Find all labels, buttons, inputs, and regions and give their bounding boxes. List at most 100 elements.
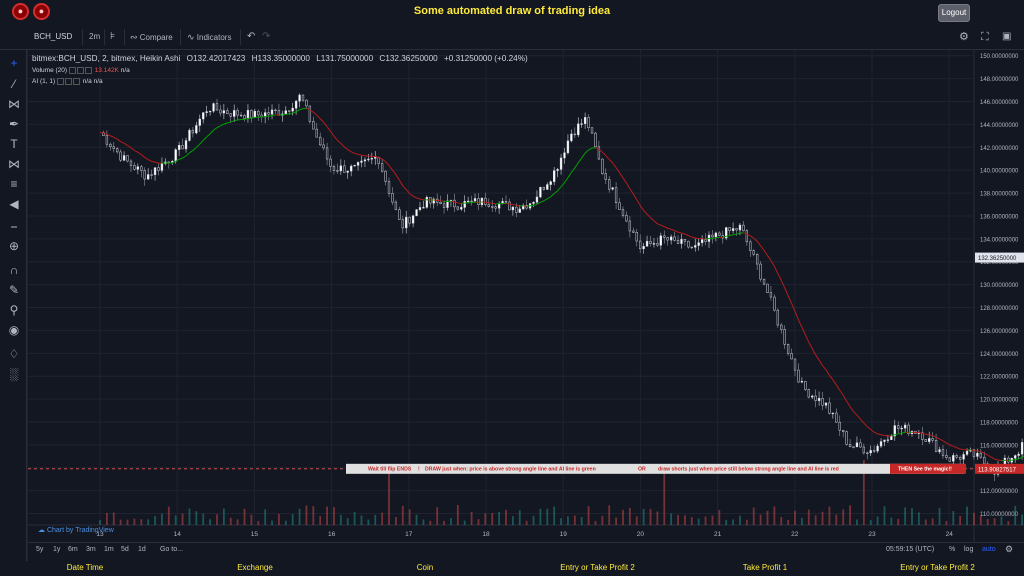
ai-line-segment [884,434,888,437]
layers-icon[interactable]: ♢ [8,347,20,361]
candle-body [350,165,353,172]
candle-body [587,117,590,128]
indicators-button[interactable]: ∿ Indicators [187,24,231,50]
close-icon[interactable] [72,78,80,85]
ai-line-segment [151,160,156,163]
candle-body [157,167,160,171]
range-1d[interactable]: 1d [138,546,146,553]
visibility-icon[interactable] [56,78,64,85]
candle-body [553,170,556,182]
pattern-tool-icon[interactable]: ⋈ [8,157,20,171]
eye-icon[interactable]: ◉ [8,323,20,337]
settings-gear-icon[interactable]: ⚙ [959,31,969,43]
legend-symbol[interactable]: bitmex:BCH_USD, 2, bitmex, Heikin Ashi [32,54,181,63]
strategy-banner [346,463,964,474]
candle-body [962,454,965,460]
volume-bar [216,514,218,525]
volume-bar [677,514,679,525]
volume-bar [298,508,301,525]
range-6m[interactable]: 6m [68,546,78,553]
range-1m[interactable]: 1m [104,546,114,553]
volume-value: 13.142K [94,67,119,75]
volume-bar [1021,514,1023,525]
candle-body [322,144,325,149]
zoom-in-icon[interactable]: ⊕ [8,239,20,253]
tradingview-watermark[interactable]: ☁ Chart by TradingView [38,526,114,534]
marker-price-tag [975,463,1024,474]
volume-bar [498,511,501,525]
ai-na-2: n/a [93,78,103,86]
volume-bar [284,520,287,525]
volume-na: n/a [120,67,130,75]
logout-button[interactable]: Logout [938,4,970,22]
candle-body [649,240,652,244]
interval-button[interactable]: 2m [89,32,101,41]
magnet-icon[interactable]: ∩ [9,263,19,277]
range-1y[interactable]: 1y [53,546,61,553]
symbol-search-button[interactable]: BCH_USD [34,32,73,41]
volume-bar [360,515,363,525]
auto-toggle[interactable]: auto [982,546,996,553]
settings-icon[interactable] [64,78,72,85]
brush-icon[interactable]: ✒ [8,117,20,131]
volume-bar [518,510,521,525]
compare-button[interactable]: ∾ Compare [130,24,173,50]
ai-line-segment [777,273,782,281]
volume-bar [532,515,535,525]
volume-bar [800,517,803,525]
ruler-icon[interactable]: ⎯ [10,219,17,233]
candle-body [842,429,845,432]
strategy-banner-cta-bg [890,463,966,474]
trash-icon[interactable]: ░ [9,367,19,381]
crosshair-icon[interactable]: + [10,56,18,70]
percent-toggle[interactable]: % [949,546,956,553]
ai-line-segment [577,157,583,163]
ai-line-segment [898,432,902,435]
candle-body [367,158,370,161]
fullscreen-icon[interactable]: ⛶ [981,31,989,43]
volume-bar [711,515,714,525]
candle-body [105,135,109,145]
ai-line-segment [863,422,868,428]
redo-icon[interactable]: ↷ [262,31,271,42]
camera-icon[interactable]: ▣ [1002,31,1012,42]
log-toggle[interactable]: log [964,546,974,553]
settings-icon[interactable] [76,67,84,74]
ai-line-segment [395,174,400,181]
ai-line-segment [825,369,830,376]
col-entry-or-take-profit-2-b: Entry or Take Profit 2 [900,563,975,572]
lock-icon[interactable]: ⚲ [9,303,19,317]
price-chart[interactable]: 150.00000000 148.00000000 146.00000000 144.… [28,50,1024,542]
volume-bar [615,517,618,525]
visibility-icon[interactable] [68,67,76,74]
candle-body [208,110,212,113]
candle-body [198,118,201,126]
undo-icon[interactable]: ↶ [247,31,256,42]
prediction-tool-icon[interactable]: ≡ [10,177,18,191]
candle-body [780,324,783,330]
candle-body [126,155,129,162]
chart-style-icon[interactable]: ⊧ [110,31,116,42]
ai-line-segment [319,118,324,123]
ai-line-segment [584,149,589,154]
goto-button[interactable]: Go to... [160,546,183,553]
fib-tool-icon[interactable]: ⋈ [8,97,20,111]
chart-pane[interactable]: 150.00000000 148.00000000 146.00000000 144.… [28,50,1024,542]
legend-low: L131.75000000 [316,54,374,63]
lock-drawing-icon[interactable]: ✎ [8,283,20,297]
range-3m[interactable]: 3m [86,546,96,553]
close-icon[interactable] [84,67,92,74]
compare-icon: ∾ [130,32,138,42]
text-tool-icon[interactable]: T [10,137,18,151]
candle-body [680,239,683,244]
back-arrow-icon[interactable]: ◀ [9,197,19,211]
volume-label[interactable]: Volume (20) [32,67,68,75]
candle-body [301,94,305,101]
trendline-icon[interactable]: ⁄ [12,77,15,91]
range-5y[interactable]: 5y [36,546,44,553]
price-tick-label: 134.00000000 [980,237,1019,243]
ai-label[interactable]: AI (1, 1) [32,78,56,86]
range-5d[interactable]: 5d [121,546,129,553]
settings-gear-icon[interactable]: ⚙ [1005,544,1014,554]
ai-line-segment [178,157,183,160]
